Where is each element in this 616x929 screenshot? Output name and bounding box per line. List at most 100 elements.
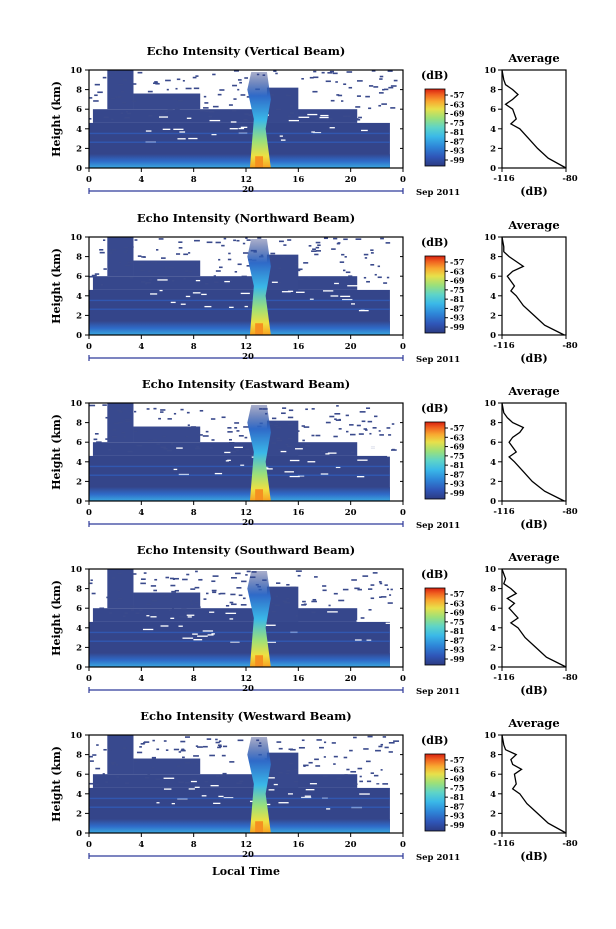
echo-speckle bbox=[140, 281, 146, 283]
echo-speckle bbox=[158, 417, 162, 420]
colorbar-tick-label: -63 bbox=[450, 598, 465, 608]
echo-gap bbox=[340, 295, 351, 298]
echo-speckle bbox=[370, 252, 374, 254]
echo-layer-high-right bbox=[266, 87, 299, 123]
echo-speckle bbox=[166, 449, 172, 452]
echo-gap bbox=[295, 291, 305, 293]
echo-gap bbox=[225, 612, 237, 614]
x-tick-label: 0 bbox=[400, 508, 406, 518]
echo-speckle bbox=[381, 103, 387, 105]
echo-gap bbox=[209, 611, 215, 613]
echo-gap bbox=[279, 135, 283, 137]
echo-speckle bbox=[123, 251, 128, 253]
echo-gap bbox=[162, 128, 171, 130]
echo-speckle bbox=[185, 435, 189, 438]
echo-speckle bbox=[165, 79, 171, 82]
echo-speckle bbox=[341, 253, 345, 256]
echo-speckle bbox=[162, 435, 167, 438]
echo-speckle bbox=[140, 743, 145, 745]
echo-gap bbox=[368, 615, 377, 617]
profile-x-label: (dB) bbox=[520, 185, 547, 198]
echo-speckle bbox=[147, 439, 154, 442]
colorbar-tick-label: -75 bbox=[450, 617, 464, 627]
y-tick-label: 8 bbox=[76, 585, 82, 595]
echo-speckle bbox=[276, 783, 280, 786]
profile-y-tick-label: 4 bbox=[490, 624, 496, 634]
echo-speckle bbox=[204, 780, 209, 783]
echo-gap bbox=[312, 131, 322, 134]
echo-speckle bbox=[369, 432, 372, 435]
echo-speckle bbox=[343, 269, 346, 272]
echo-speckle bbox=[227, 258, 232, 261]
echo-gap bbox=[187, 616, 192, 618]
echo-gap bbox=[192, 633, 198, 635]
echo-speckle bbox=[388, 742, 395, 744]
echo-speckle bbox=[297, 608, 300, 611]
echo-speckle bbox=[114, 71, 117, 73]
echo-speckle bbox=[346, 71, 353, 73]
echo-speckle bbox=[343, 756, 348, 759]
echo-speckle bbox=[95, 767, 101, 770]
echo-gap bbox=[214, 472, 223, 475]
y-tick-label: 4 bbox=[76, 292, 82, 302]
echo-speckle bbox=[216, 775, 220, 778]
echo-speckle bbox=[333, 763, 336, 765]
echo-speckle bbox=[391, 423, 395, 425]
echo-speckle bbox=[89, 782, 96, 785]
echo-speckle bbox=[386, 276, 390, 279]
echo-speckle bbox=[196, 446, 199, 448]
colorbar-tick-label: -93 bbox=[450, 146, 465, 156]
colorbar-unit: (dB) bbox=[421, 236, 448, 249]
echo-speckle bbox=[134, 239, 138, 241]
echo-speckle bbox=[129, 261, 134, 263]
echo-speckle bbox=[179, 615, 184, 618]
profile-y-tick-label: 4 bbox=[490, 292, 496, 302]
echo-gap bbox=[322, 290, 334, 292]
echo-gap bbox=[327, 611, 338, 613]
echo-speckle bbox=[100, 283, 104, 286]
echo-gap bbox=[330, 295, 339, 297]
echo-speckle bbox=[137, 255, 142, 257]
month-label: Sep 2011 bbox=[416, 853, 460, 863]
echo-gap bbox=[287, 793, 293, 795]
echo-gap bbox=[325, 453, 330, 455]
x-tick-label: 8 bbox=[191, 840, 197, 850]
echo-speckle bbox=[228, 104, 233, 106]
echo-speckle bbox=[169, 609, 172, 611]
echo-speckle bbox=[236, 430, 240, 432]
colorbar bbox=[424, 255, 446, 334]
y-tick-label: 6 bbox=[76, 770, 82, 780]
y-tick-label: 10 bbox=[70, 66, 82, 76]
echo-speckle bbox=[361, 420, 366, 423]
echo-speckle bbox=[271, 417, 277, 420]
echo-speckle bbox=[99, 251, 105, 254]
echo-speckle bbox=[102, 404, 107, 406]
echo-speckle bbox=[171, 590, 176, 593]
profile-line bbox=[501, 69, 567, 169]
echo-speckle bbox=[151, 767, 155, 769]
echo-speckle bbox=[222, 745, 228, 748]
echo-speckle bbox=[139, 609, 143, 611]
echo-speckle bbox=[352, 783, 358, 785]
echo-gap bbox=[240, 464, 245, 466]
echo-speckle bbox=[198, 578, 203, 581]
echo-speckle bbox=[202, 745, 208, 748]
month-label: Sep 2011 bbox=[416, 687, 460, 697]
profile-y-tick-label: 10 bbox=[484, 399, 496, 409]
echo-streak bbox=[89, 806, 390, 808]
profile-y-tick-label: 4 bbox=[490, 458, 496, 468]
echo-speckle bbox=[331, 742, 336, 744]
echo-speckle bbox=[218, 266, 223, 269]
echo-gap bbox=[327, 452, 337, 454]
echo-speckle bbox=[367, 588, 373, 590]
echo-gap bbox=[288, 119, 299, 122]
echo-speckle bbox=[350, 770, 357, 773]
echo-gap bbox=[240, 126, 248, 128]
echo-speckle bbox=[197, 434, 203, 436]
echo-gap bbox=[163, 777, 175, 779]
echo-speckle bbox=[105, 416, 110, 419]
echo-speckle bbox=[315, 241, 321, 244]
echo-speckle bbox=[192, 96, 198, 98]
echo-speckle bbox=[195, 75, 199, 77]
echo-speckle bbox=[335, 419, 342, 421]
